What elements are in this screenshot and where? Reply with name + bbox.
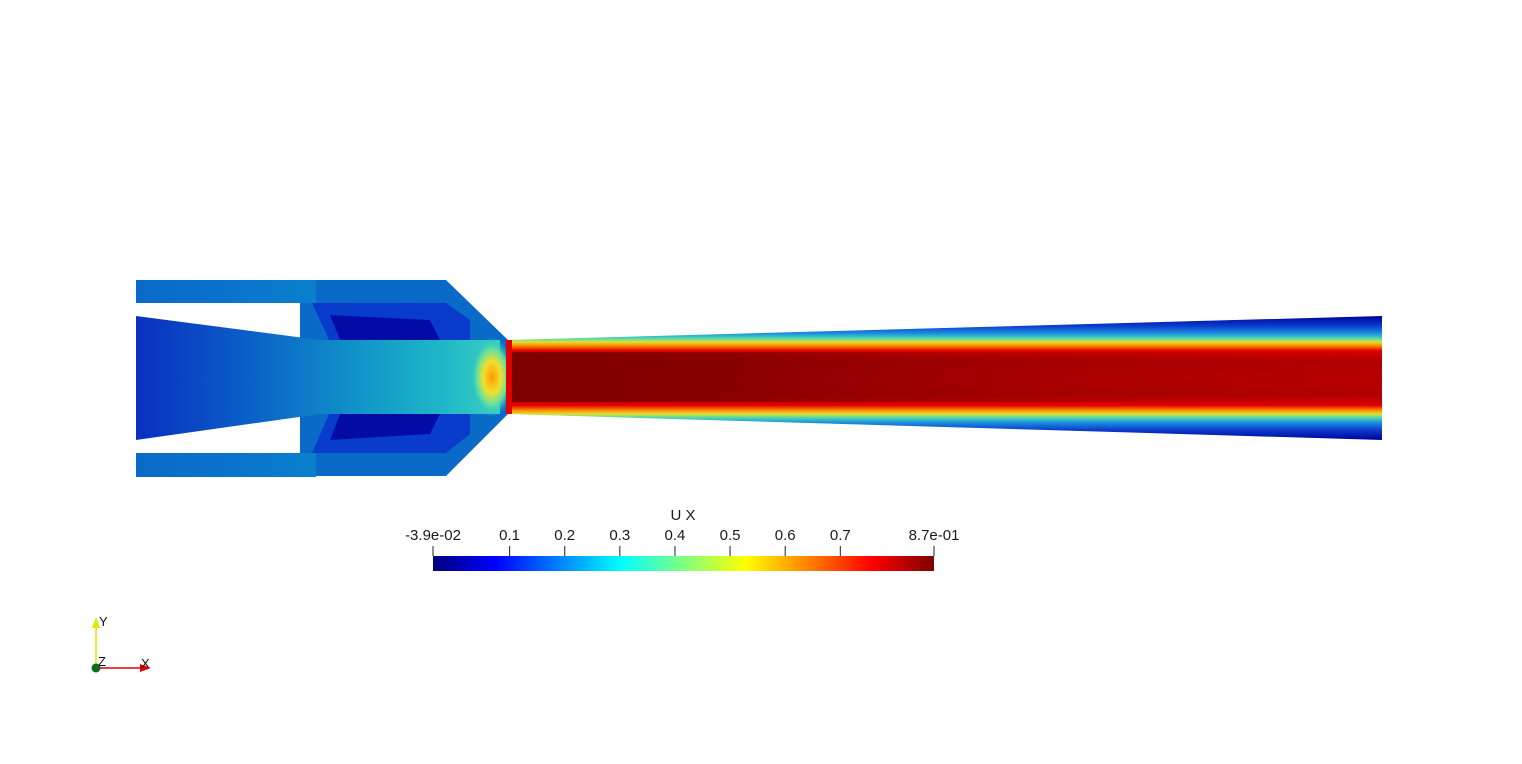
x-axis-arrow-icon [140, 664, 151, 672]
y-axis-arrow-icon [92, 617, 100, 628]
throat-wall [506, 340, 512, 414]
throat-acceleration-zone [470, 337, 514, 417]
x-axis-label: X [141, 656, 150, 671]
y-axis-label: Y [99, 614, 108, 629]
scalar-bar-tick-label: 0.6 [775, 527, 796, 544]
scalar-bar[interactable]: U X -3.9e-02 8.7e-01 0.1 0.2 0.3 0.4 0.5 0.6 0… [405, 507, 959, 571]
scalar-bar-ticks: 0.1 0.2 0.3 0.4 0.5 0.6 0.7 [499, 527, 851, 556]
orientation-axes[interactable]: Y Z X [91, 614, 152, 673]
scalar-bar-tick-label: 0.5 [720, 527, 741, 544]
scalar-bar-min-label: -3.9e-02 [405, 527, 461, 544]
scalar-bar-title: U X [670, 507, 695, 524]
flow-field-mesh[interactable] [136, 280, 1382, 477]
scalar-bar-tick-label: 0.3 [609, 527, 630, 544]
lower-dark-core [330, 414, 440, 440]
z-axis-label: Z [98, 654, 106, 669]
lower-inlet-channel [136, 453, 316, 477]
z-axis-dot-icon [91, 663, 101, 673]
scalar-bar-tick-label: 0.4 [665, 527, 686, 544]
jet-core [510, 352, 1382, 402]
scalar-bar-tick-label: 0.1 [499, 527, 520, 544]
scalar-bar-tick-label: 0.2 [554, 527, 575, 544]
scalar-bar-tick-label: 0.7 [830, 527, 851, 544]
upper-inlet-channel [136, 280, 316, 303]
upper-dark-core [330, 315, 440, 340]
scalar-bar-gradient [433, 556, 934, 571]
central-inlet [136, 316, 500, 440]
scalar-bar-max-label: 8.7e-01 [909, 527, 960, 544]
